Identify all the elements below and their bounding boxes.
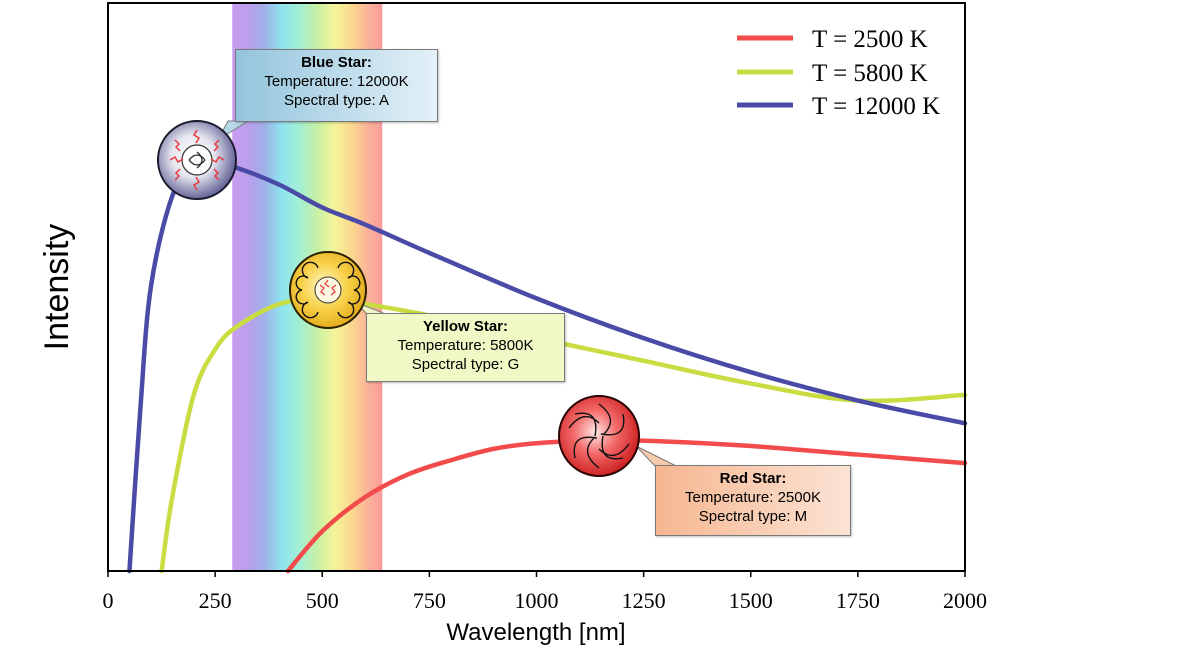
- legend-label-12000: T = 12000 K: [812, 93, 940, 120]
- blue-star-icon: [157, 120, 237, 200]
- series-line-5800: [159, 296, 968, 574]
- x-tick-label: 1250: [622, 588, 666, 613]
- yellow-star-callout: Yellow Star: Temperature: 5800K Spectral…: [366, 313, 565, 382]
- series-lines: [127, 159, 968, 574]
- x-tick-label: 1750: [836, 588, 880, 613]
- red-star-spectral-type: Spectral type: M: [698, 508, 808, 525]
- legend: T = 2500 K T = 5800 K T = 12000 K: [737, 26, 940, 120]
- red-star-title: Red Star:: [719, 470, 787, 487]
- blue-star-callout: Blue Star: Temperature: 12000K Spectral …: [235, 49, 438, 122]
- x-tick-label: 1500: [729, 588, 773, 613]
- x-tick-label: 750: [413, 588, 446, 613]
- yellow-star-icon: [289, 251, 367, 329]
- yellow-star-title: Yellow Star:: [422, 318, 509, 335]
- blue-star-title: Blue Star:: [301, 54, 372, 71]
- x-tick-label: 500: [306, 588, 339, 613]
- legend-label-5800: T = 5800 K: [812, 60, 928, 87]
- x-axis-ticks: 0 250 500 750 1000 1250 1500 1750 2000: [103, 571, 987, 613]
- red-callout-pointer: [635, 445, 677, 467]
- red-star-icon: [558, 395, 640, 477]
- x-tick-label: 0: [103, 588, 114, 613]
- yellow-star-spectral-type: Spectral type: G: [411, 356, 520, 373]
- series-line-2500: [285, 438, 968, 574]
- red-star-temperature: Temperature: 2500K: [685, 489, 821, 506]
- y-axis-title: Intensity: [38, 224, 76, 351]
- x-axis-title: Wavelength [nm]: [446, 619, 625, 646]
- red-star-callout: Red Star: Temperature: 2500K Spectral ty…: [655, 465, 851, 536]
- blue-star-temperature: Temperature: 12000K: [264, 73, 409, 90]
- legend-label-2500: T = 2500 K: [812, 26, 928, 53]
- yellow-star-temperature: Temperature: 5800K: [397, 337, 534, 354]
- x-tick-label: 250: [199, 588, 232, 613]
- x-tick-label: 1000: [515, 588, 559, 613]
- x-tick-label: 2000: [943, 588, 987, 613]
- series-line-12000: [127, 159, 968, 574]
- blue-star-spectral-type: Spectral type: A: [283, 92, 390, 109]
